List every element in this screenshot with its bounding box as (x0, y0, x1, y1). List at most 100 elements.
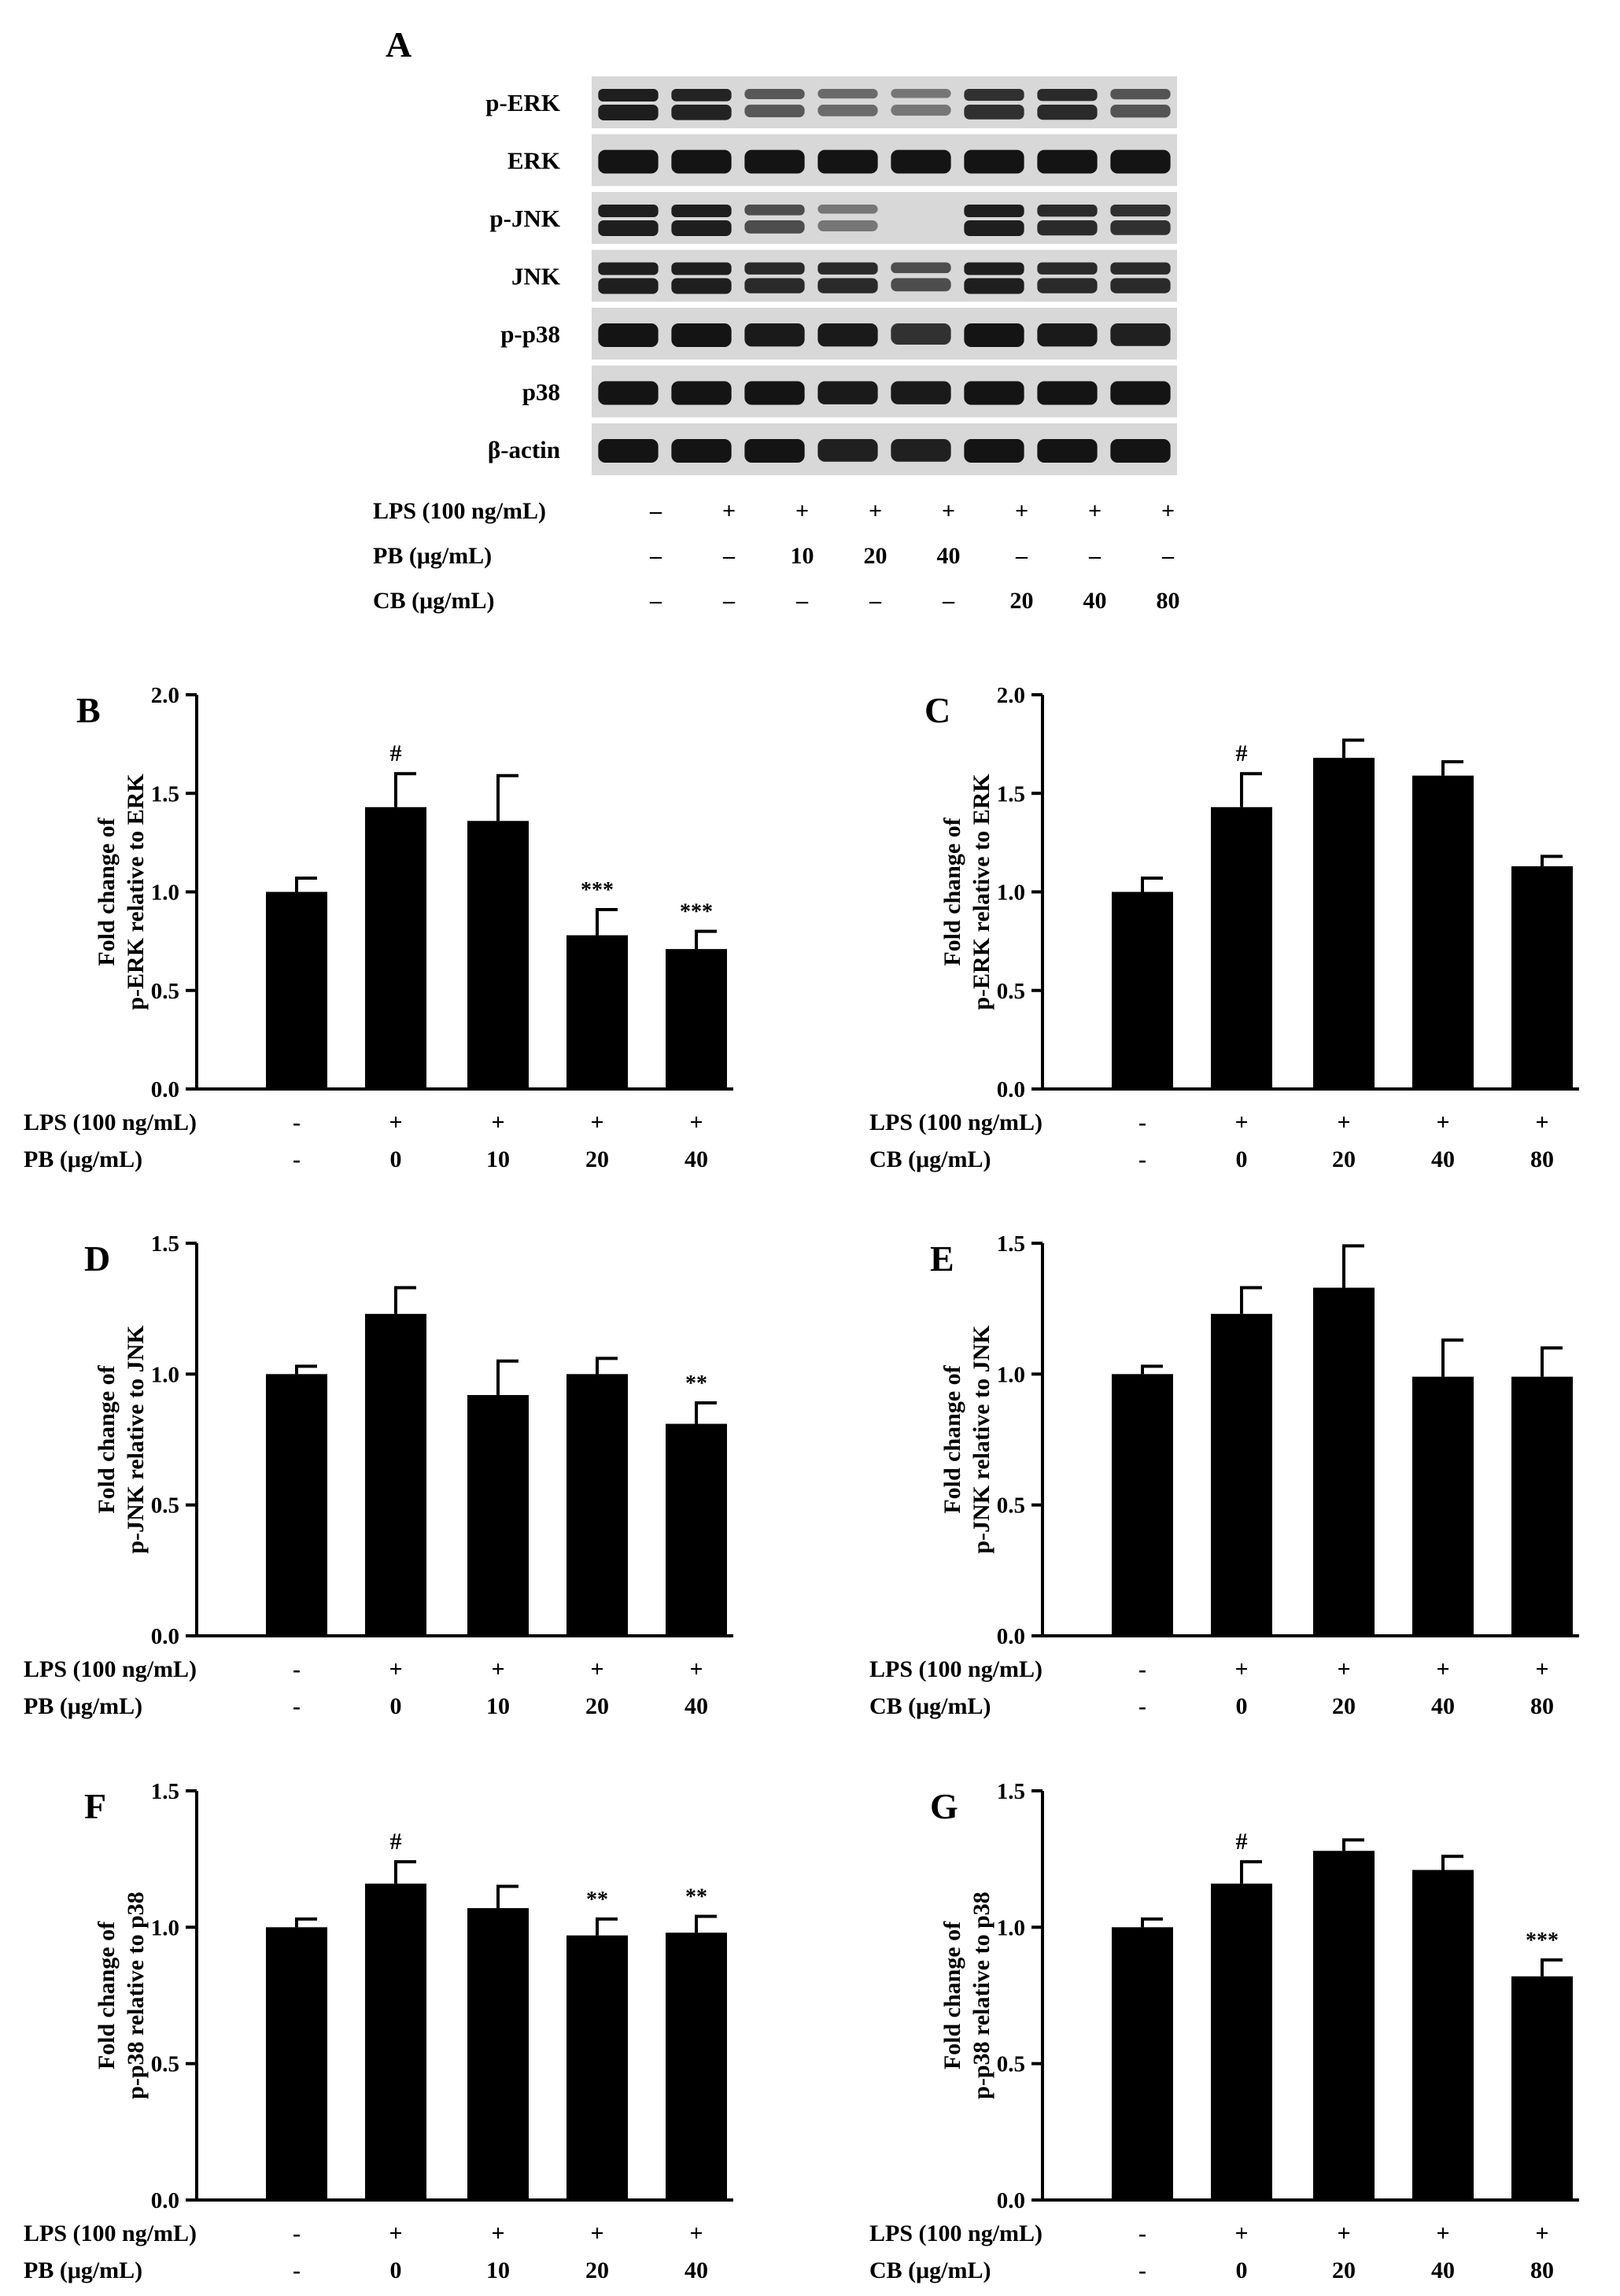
blot-band (964, 205, 1024, 217)
y-axis-label-line-1: Fold change of (939, 1364, 965, 1513)
y-tick-label: 1.5 (997, 1231, 1025, 1257)
blot-band (671, 381, 732, 405)
y-axis-label-line-1: Fold change of (94, 817, 120, 965)
y-tick-label: 0.5 (151, 979, 179, 1004)
significance-label: ** (586, 1888, 608, 1912)
treatment-value: 20 (585, 1146, 609, 1172)
blot-treatment-value: + (942, 498, 955, 524)
bar (467, 821, 529, 1089)
treatment-value: + (590, 2220, 603, 2246)
y-tick-label: 0.0 (151, 2188, 179, 2213)
treatment-value: - (1138, 2257, 1146, 2283)
blot-treatment-value: – (869, 588, 882, 614)
bar (666, 949, 727, 1089)
blot-row-label: JNK (511, 263, 560, 290)
bar (566, 1374, 628, 1636)
y-tick-label: 1.0 (997, 880, 1025, 906)
blot-treatment-value: – (1015, 543, 1028, 569)
bar (666, 1423, 727, 1636)
blot-row-jnk: JNK (511, 249, 1177, 302)
treatment-value: - (293, 1656, 301, 1682)
y-tick-label: 0.0 (151, 1624, 179, 1649)
treatment-value: 80 (1530, 2257, 1554, 2283)
blot-treatment-value: + (1161, 498, 1175, 524)
bar (266, 891, 327, 1089)
blot-band (671, 439, 732, 463)
y-axis-label-line-2: p-ERK relative to ERK (969, 773, 995, 1010)
blot-band (671, 89, 732, 102)
chart-panel-g: G Fold change of p-p38 relative to p38 0.0 0… (869, 1779, 1579, 2283)
treatment-value: 20 (585, 1693, 609, 1719)
y-tick-label: 1.5 (997, 1779, 1025, 1804)
treatment-value: - (1138, 1109, 1146, 1135)
blot-treatment-value: + (795, 498, 809, 524)
treatment-value: 80 (1530, 1146, 1554, 1172)
blot-band (964, 105, 1024, 120)
blot-band (598, 149, 659, 174)
bar (1511, 1376, 1573, 1636)
significance-label: # (1236, 1829, 1248, 1855)
blot-treatment-value: – (942, 588, 955, 614)
bar (1211, 807, 1272, 1089)
treatment-value: 20 (585, 2257, 609, 2283)
treatment-value: + (389, 2220, 402, 2246)
chart-panel-f: F Fold change of p-p38 relative to p38 0.0 0… (24, 1779, 733, 2283)
blot-treatment-value: 40 (1083, 588, 1107, 614)
panel-label-c: C (924, 690, 950, 730)
bar (1313, 1287, 1375, 1636)
treatment-row-label: LPS (100 ng/mL) (24, 2220, 197, 2246)
treatment-row-label: CB (μg/mL) (869, 2257, 991, 2283)
bar (365, 807, 426, 1089)
y-tick-label: 0.0 (151, 1077, 179, 1102)
treatment-value: 40 (685, 2257, 708, 2283)
blot-treatment-value: 20 (864, 543, 887, 569)
blot-band (1037, 149, 1098, 174)
blot-band (891, 381, 951, 404)
blot-band (1110, 278, 1171, 293)
treatment-value: 10 (486, 1693, 510, 1719)
blot-band (744, 381, 805, 405)
bar (566, 935, 628, 1089)
bar (266, 1927, 327, 2200)
y-tick-label: 2.0 (151, 683, 179, 708)
y-tick-label: 0.0 (997, 1624, 1025, 1649)
bar (1313, 1851, 1375, 2200)
blot-row-actin: β-actin (488, 423, 1177, 475)
blot-band (598, 381, 659, 405)
treatment-value: - (293, 1693, 301, 1719)
y-axis-label-line-1: Fold change of (94, 1921, 120, 2069)
bar (467, 1908, 529, 2200)
bar (1211, 1313, 1272, 1636)
blot-treatment-value: + (1015, 498, 1028, 524)
treatment-value: 20 (1332, 1693, 1356, 1719)
blot-band (817, 89, 878, 99)
treatment-value: 0 (390, 1146, 402, 1172)
blot-band (1037, 278, 1098, 293)
blot-band (598, 205, 659, 217)
blot-band (891, 278, 951, 292)
blot-band (671, 323, 732, 347)
bar (1511, 1976, 1573, 2200)
y-tick-label: 1.0 (997, 1362, 1025, 1387)
blot-treatment-value: – (649, 588, 662, 614)
blot-band (1037, 105, 1098, 120)
y-tick-label: 1.5 (151, 781, 179, 807)
bar (1112, 891, 1173, 1089)
western-blot-panel: Ap-ERK ERK p-JNK JNK p-p38 p38 β-actin LPS (100… (373, 24, 1180, 614)
treatment-row-label: LPS (100 ng/mL) (869, 1656, 1042, 1682)
y-axis-label-line-1: Fold change of (939, 817, 965, 965)
blot-row-p38: p38 (522, 365, 1177, 418)
blot-band (964, 149, 1024, 174)
bar (1412, 775, 1474, 1089)
blot-treatment-label: CB (μg/mL) (373, 588, 495, 614)
y-tick-label: 0.5 (997, 2052, 1025, 2077)
blot-band (671, 220, 732, 236)
blot-row-label: ERK (507, 147, 560, 175)
treatment-value: + (1436, 1109, 1449, 1135)
blot-band (1110, 205, 1171, 217)
blot-band (891, 89, 951, 98)
blot-treatment-value: + (722, 498, 736, 524)
blot-row-label: p-ERK (485, 89, 560, 116)
